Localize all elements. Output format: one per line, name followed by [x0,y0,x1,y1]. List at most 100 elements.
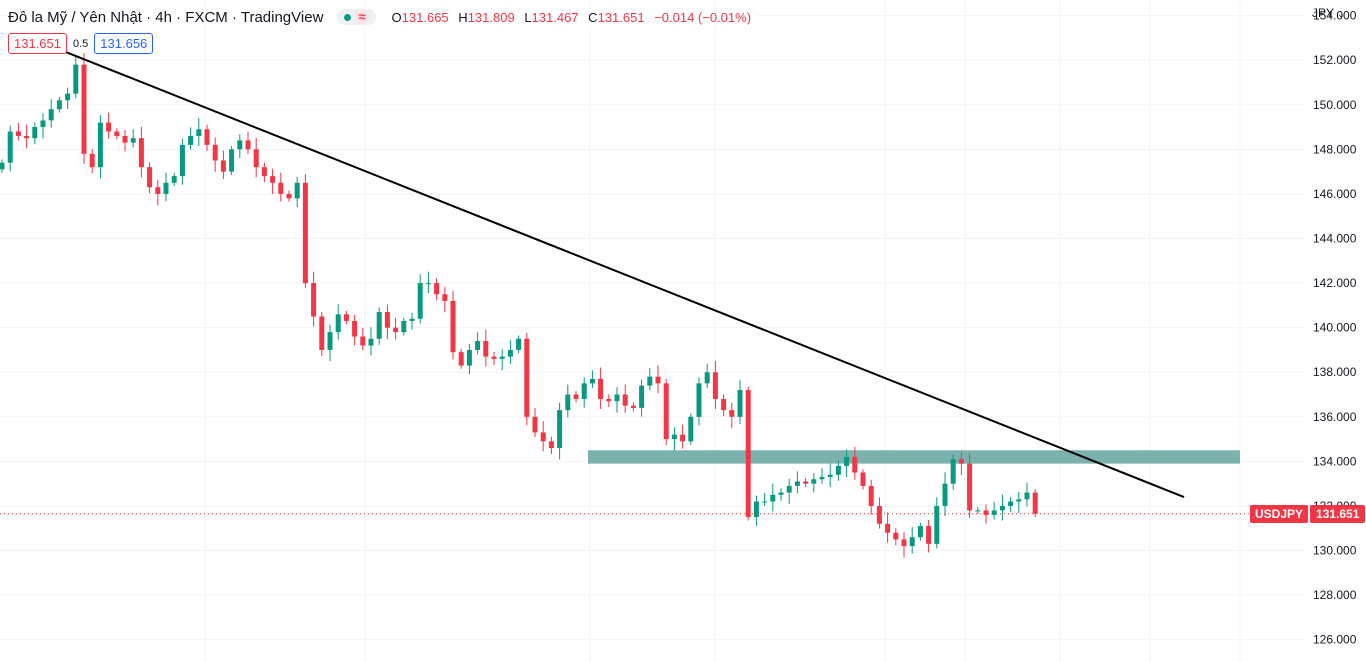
candle-body [360,336,366,346]
candle-body [778,492,784,495]
candle-body [7,131,13,163]
candle-body [1016,499,1022,502]
candle-body [294,182,300,199]
candle-body [999,505,1005,511]
candle-body [458,352,464,366]
candle-body [138,138,144,168]
candle-body [507,349,513,357]
currency-selector[interactable]: JPY ⌄ [1312,6,1345,20]
last-price-value: 131.651 [1310,504,1366,523]
open-label: O [391,9,402,25]
candle-body [655,376,661,384]
candle-body [680,434,686,442]
candle-body [130,138,136,143]
candle-body [188,135,194,145]
candle-body [237,140,243,150]
candle-body [688,416,694,442]
candle-body [302,182,308,284]
candle-body [573,394,579,399]
candle-body [794,481,800,486]
candle-body [516,338,522,350]
candle-body [622,394,628,406]
candle-body [893,532,899,540]
price-tick-label: 148.000 [1313,142,1357,156]
candle-body [967,463,973,511]
candle-body [958,459,964,464]
candle-body [885,523,891,533]
market-status-pill[interactable]: ≈ [337,9,376,25]
price-tick-label: 154.000 [1313,9,1357,23]
candle-body [48,109,54,121]
candle-body [926,526,932,544]
candle-body [639,385,645,408]
candle-body [384,312,390,328]
candle-body [565,394,571,411]
symbol-title[interactable]: Đô la Mỹ / Yên Nhật · 4h · FXCM · Tradin… [8,8,324,26]
chart-grid [0,0,1305,662]
support-zone-rect[interactable] [588,450,1240,464]
candle-body [417,283,423,319]
candle-body [762,501,768,503]
candle-body [97,122,103,168]
candle-body [721,398,727,411]
candle-body [409,318,415,321]
candle-body [425,283,431,285]
candle-body [811,479,817,484]
candle-body [73,64,79,94]
candle-body [376,312,382,339]
candle-body [179,144,185,177]
candle-body [40,120,46,128]
candle-body [983,510,989,515]
candles [0,53,1038,558]
price-tick-label: 146.000 [1313,187,1357,201]
candle-body [647,376,653,386]
candle-body [860,472,866,486]
support-zone[interactable] [588,450,1240,464]
candle-body [663,383,669,440]
price-tick-label: 140.000 [1313,321,1357,335]
open-value: 131.665 [401,9,449,25]
candle-body [704,372,710,384]
candle-body [729,410,735,417]
candle-body [196,129,202,136]
candle-body [212,144,218,161]
candle-body [434,283,440,295]
candle-body [261,167,267,177]
high-label: H [458,9,468,25]
candle-body [122,135,128,143]
price-tick-label: 152.000 [1313,53,1357,67]
candle-body [475,341,481,350]
candle-body [368,338,374,346]
candle-body [278,182,284,194]
candle-body [327,332,333,350]
buy-button[interactable]: 131.656 [94,33,154,54]
sell-button[interactable]: 131.651 [8,33,67,54]
chevron-down-icon: ⌄ [1337,9,1345,19]
candle-body [56,100,62,110]
close-value: 131.651 [597,9,645,25]
candle-body [548,441,554,449]
candle-body [901,539,907,547]
candle-body [450,300,456,353]
candle-body [204,129,210,145]
candle-body [1024,492,1030,500]
candle-body [89,153,95,168]
candle-body [532,416,538,433]
last-price-tag: USDJPY 131.651 [1250,504,1366,523]
candle-body [491,356,497,359]
chart-legend: Đô la Mỹ / Yên Nhật · 4h · FXCM · Tradin… [8,6,758,28]
candle-body [24,135,30,139]
candle-body [245,140,251,150]
price-tick-label: 142.000 [1313,276,1357,290]
candle-body [81,64,87,154]
candle-body [32,127,38,139]
candle-body [991,510,997,515]
trendline[interactable] [63,50,1185,498]
candle-body [598,378,604,399]
price-axis[interactable]: 154.000 152.000 150.000 148.000 146.000 144.0… [1313,9,1357,647]
price-tick-label: 150.000 [1313,98,1357,112]
price-tick-label: 126.000 [1313,633,1357,647]
candle-body [1008,501,1014,506]
candle-body [868,485,874,506]
